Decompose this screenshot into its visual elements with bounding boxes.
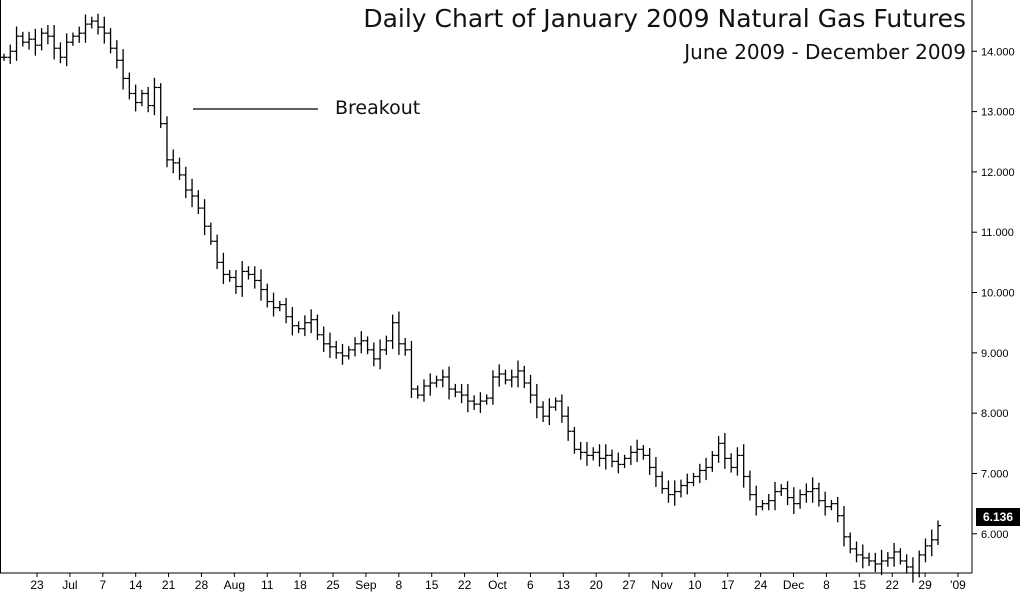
- chart-subtitle: June 2009 - December 2009: [684, 40, 966, 64]
- x-tick-label: 17: [721, 578, 735, 592]
- x-tick-label: 15: [853, 578, 867, 592]
- x-tick-label: 6: [527, 578, 534, 592]
- x-tick-label: 20: [589, 578, 603, 592]
- x-tick-label: Oct: [488, 578, 507, 592]
- y-tick-label: 10.000: [981, 288, 1015, 300]
- x-tick-label: 24: [754, 578, 768, 592]
- x-tick-label: 28: [195, 578, 209, 592]
- x-tick-label: Aug: [224, 578, 245, 592]
- x-tick-label: Sep: [355, 578, 377, 592]
- x-tick-label: 22: [886, 578, 900, 592]
- x-tick-label: Jul: [62, 578, 77, 592]
- x-tick-label: 18: [293, 578, 307, 592]
- x-tick-label: 8: [823, 578, 830, 592]
- y-tick-label: 13.000: [981, 107, 1015, 119]
- y-tick-label: 11.000: [981, 227, 1014, 239]
- breakout-label: Breakout: [335, 97, 421, 119]
- x-tick-label: 23: [30, 578, 44, 592]
- y-tick-label: 7.000: [981, 468, 1009, 480]
- x-tick-label: 14: [129, 578, 143, 592]
- last-price-badge: 6.136: [976, 508, 1020, 526]
- x-tick-label: 7: [99, 578, 106, 592]
- x-tick-label: 13: [557, 578, 571, 592]
- x-tick-label: 27: [622, 578, 636, 592]
- y-tick-label: 8.000: [981, 408, 1009, 420]
- x-tick-label: Nov: [651, 578, 672, 592]
- price-bars: [1, 13, 941, 583]
- x-tick-label: 21: [162, 578, 176, 592]
- x-tick-label: 10: [688, 578, 702, 592]
- x-tick-label: 8: [395, 578, 402, 592]
- y-tick-label: 9.000: [981, 348, 1009, 360]
- x-tick-label: 15: [425, 578, 439, 592]
- x-tick-label: '09: [950, 578, 966, 592]
- x-tick-label: 29: [918, 578, 932, 592]
- y-tick-label: 12.000: [981, 167, 1015, 179]
- x-tick-label: 25: [326, 578, 340, 592]
- chart-title: Daily Chart of January 2009 Natural Gas …: [363, 4, 966, 33]
- x-tick-label: 11: [261, 578, 274, 592]
- x-tick-label: 22: [458, 578, 472, 592]
- y-tick-label: 14.000: [981, 46, 1015, 58]
- y-tick-label: 6.000: [981, 529, 1009, 541]
- x-tick-label: Dec: [783, 578, 804, 592]
